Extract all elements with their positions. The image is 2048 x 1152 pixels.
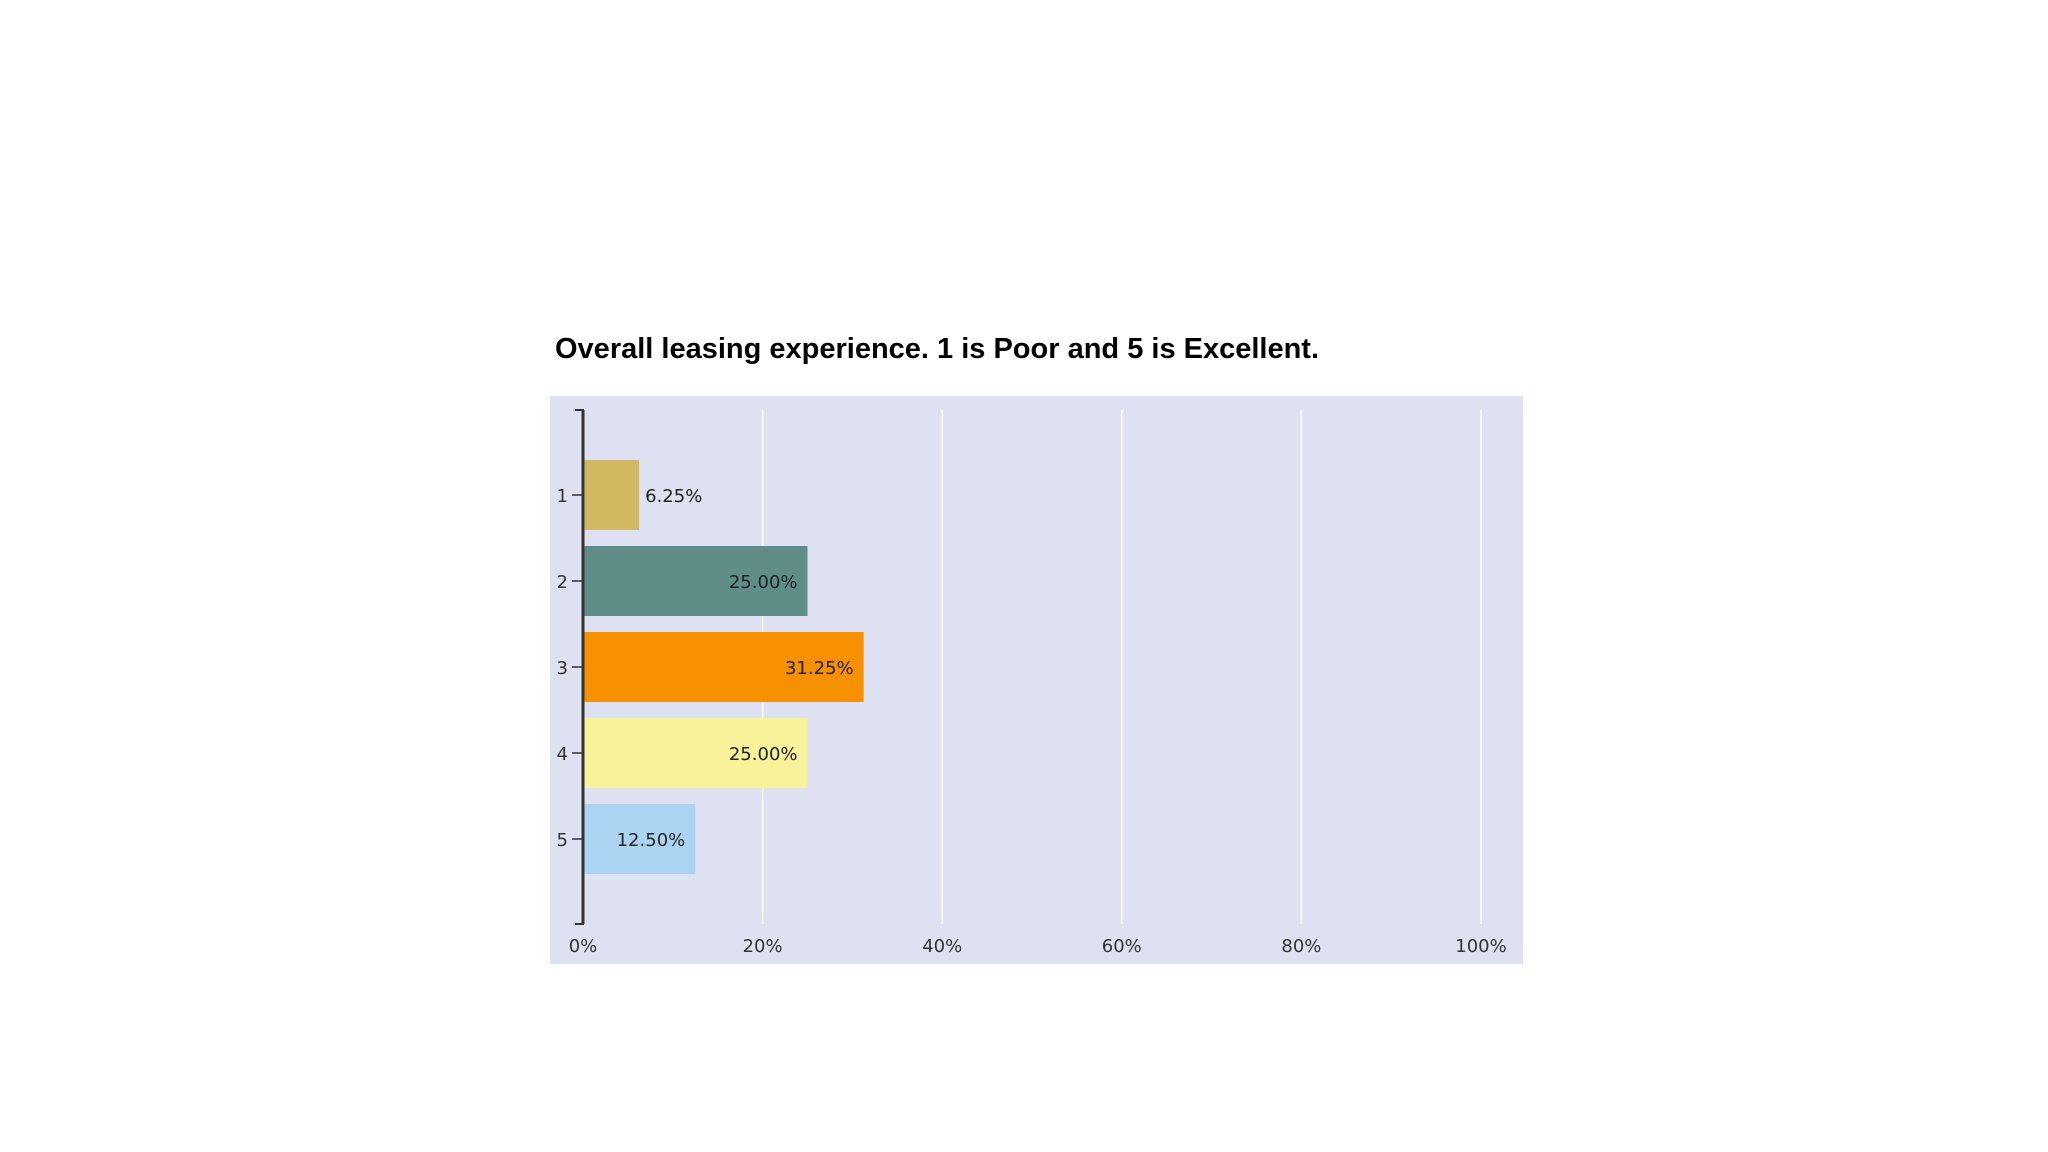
x-tick-label: 0% (569, 936, 598, 957)
x-tick-labels: 0% 20% 40% 60% 80% 100% (569, 936, 1507, 957)
bar (583, 718, 808, 788)
bar-value-label: 31.25% (785, 658, 854, 679)
bar-value-label: 6.25% (645, 486, 702, 507)
chart-title: Overall leasing experience. 1 is Poor an… (555, 333, 1320, 365)
bar-value-label: 25.00% (729, 744, 798, 765)
bar-value-label: 12.50% (617, 830, 686, 851)
bars: 6.25% 25.00% 31.25% 25.00% 12.50% (583, 460, 864, 874)
x-tick-label: 100% (1455, 936, 1506, 957)
y-tick-label: 2 (557, 572, 568, 593)
bar (583, 632, 864, 702)
y-tick-label: 4 (557, 744, 568, 765)
x-tick-label: 80% (1281, 936, 1321, 957)
y-axis: 1 2 3 4 5 (557, 409, 585, 925)
bar (583, 546, 808, 616)
y-tick-label: 1 (557, 486, 568, 507)
x-tick-label: 60% (1102, 936, 1142, 957)
y-tick-label: 3 (557, 658, 568, 679)
bar (583, 804, 696, 874)
bar (583, 460, 640, 530)
y-tick-label: 5 (557, 830, 568, 851)
x-tick-label: 20% (743, 936, 783, 957)
x-tick-label: 40% (922, 936, 962, 957)
bar-value-label: 25.00% (729, 572, 798, 593)
